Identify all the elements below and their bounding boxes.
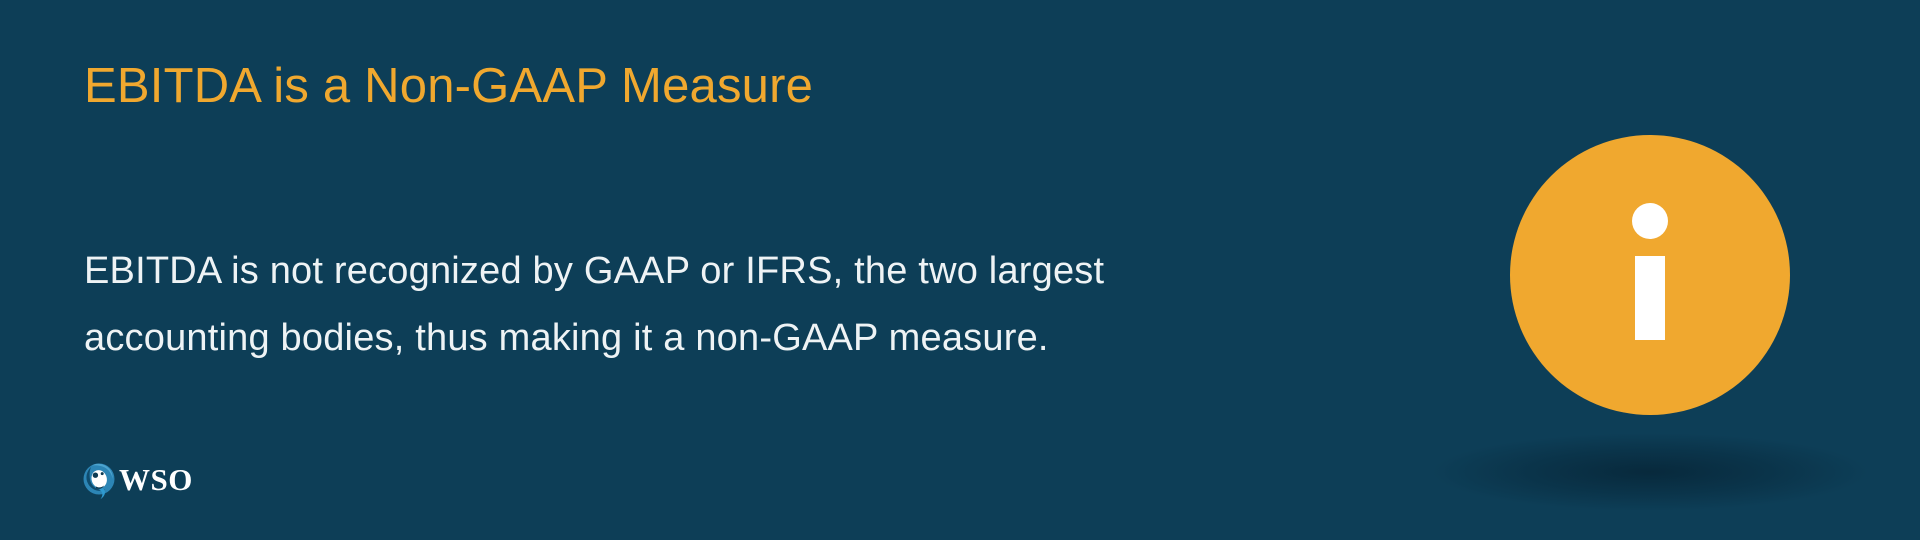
wso-logo-text: WSO <box>119 461 193 497</box>
info-icon-shadow <box>1370 422 1920 522</box>
info-icon <box>1510 135 1790 415</box>
wso-globe-monkey-icon <box>83 463 115 500</box>
wso-logo: WSO <box>82 461 193 500</box>
page-title: EBITDA is a Non-GAAP Measure <box>84 59 814 113</box>
body-text-line-1: EBITDA is not recognized by GAAP or IFRS… <box>84 250 1105 292</box>
body-text: EBITDA is not recognized by GAAP or IFRS… <box>84 238 1104 372</box>
body-text-line-2: accounting bodies, thus making it a non-… <box>84 317 1049 359</box>
info-icon-stem <box>1635 256 1665 340</box>
info-icon-dot <box>1632 203 1668 239</box>
